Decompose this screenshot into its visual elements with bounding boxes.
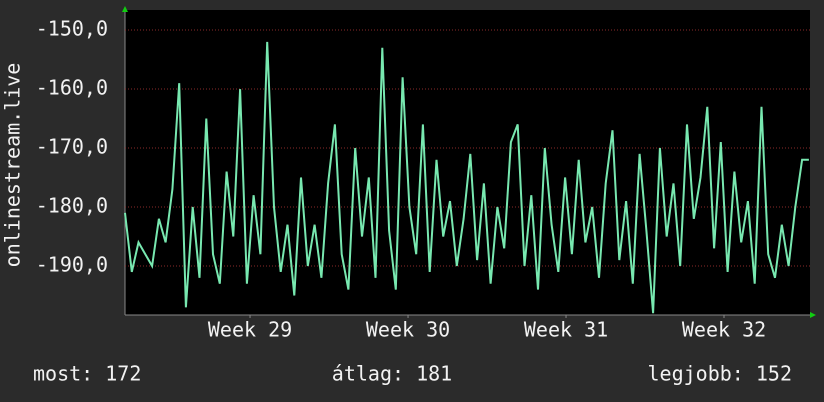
- x-tick-label: Week 29: [208, 318, 292, 342]
- y-axis-title: onlinestream.live: [1, 63, 25, 268]
- y-tick-label: -190,0: [36, 253, 108, 277]
- x-tick-label: Week 30: [366, 318, 450, 342]
- footer-best: legjobb: 152: [648, 362, 793, 386]
- y-tick-label: -180,0: [36, 194, 108, 218]
- footer-current: most: 172: [33, 362, 141, 386]
- plot-area: [125, 10, 810, 315]
- footer-average: átlag: 181: [332, 362, 452, 386]
- y-tick-label: -170,0: [36, 135, 108, 159]
- series-line: [124, 41, 809, 314]
- y-arrow: [122, 6, 128, 12]
- plot: [124, 29, 810, 318]
- x-tick-label: Week 32: [682, 318, 766, 342]
- y-tick-label: -150,0: [36, 17, 108, 41]
- y-tick-label: -160,0: [36, 76, 108, 100]
- x-tick-label: Week 31: [524, 318, 608, 342]
- x-arrow: [810, 312, 816, 318]
